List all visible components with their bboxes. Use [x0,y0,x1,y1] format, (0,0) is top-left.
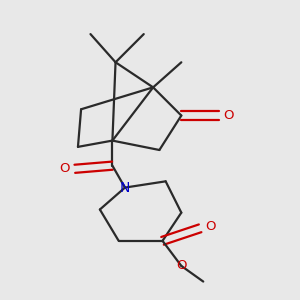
Text: N: N [120,181,130,195]
Text: O: O [60,162,70,175]
Text: O: O [224,109,234,122]
Text: O: O [205,220,215,233]
Text: O: O [176,260,187,272]
